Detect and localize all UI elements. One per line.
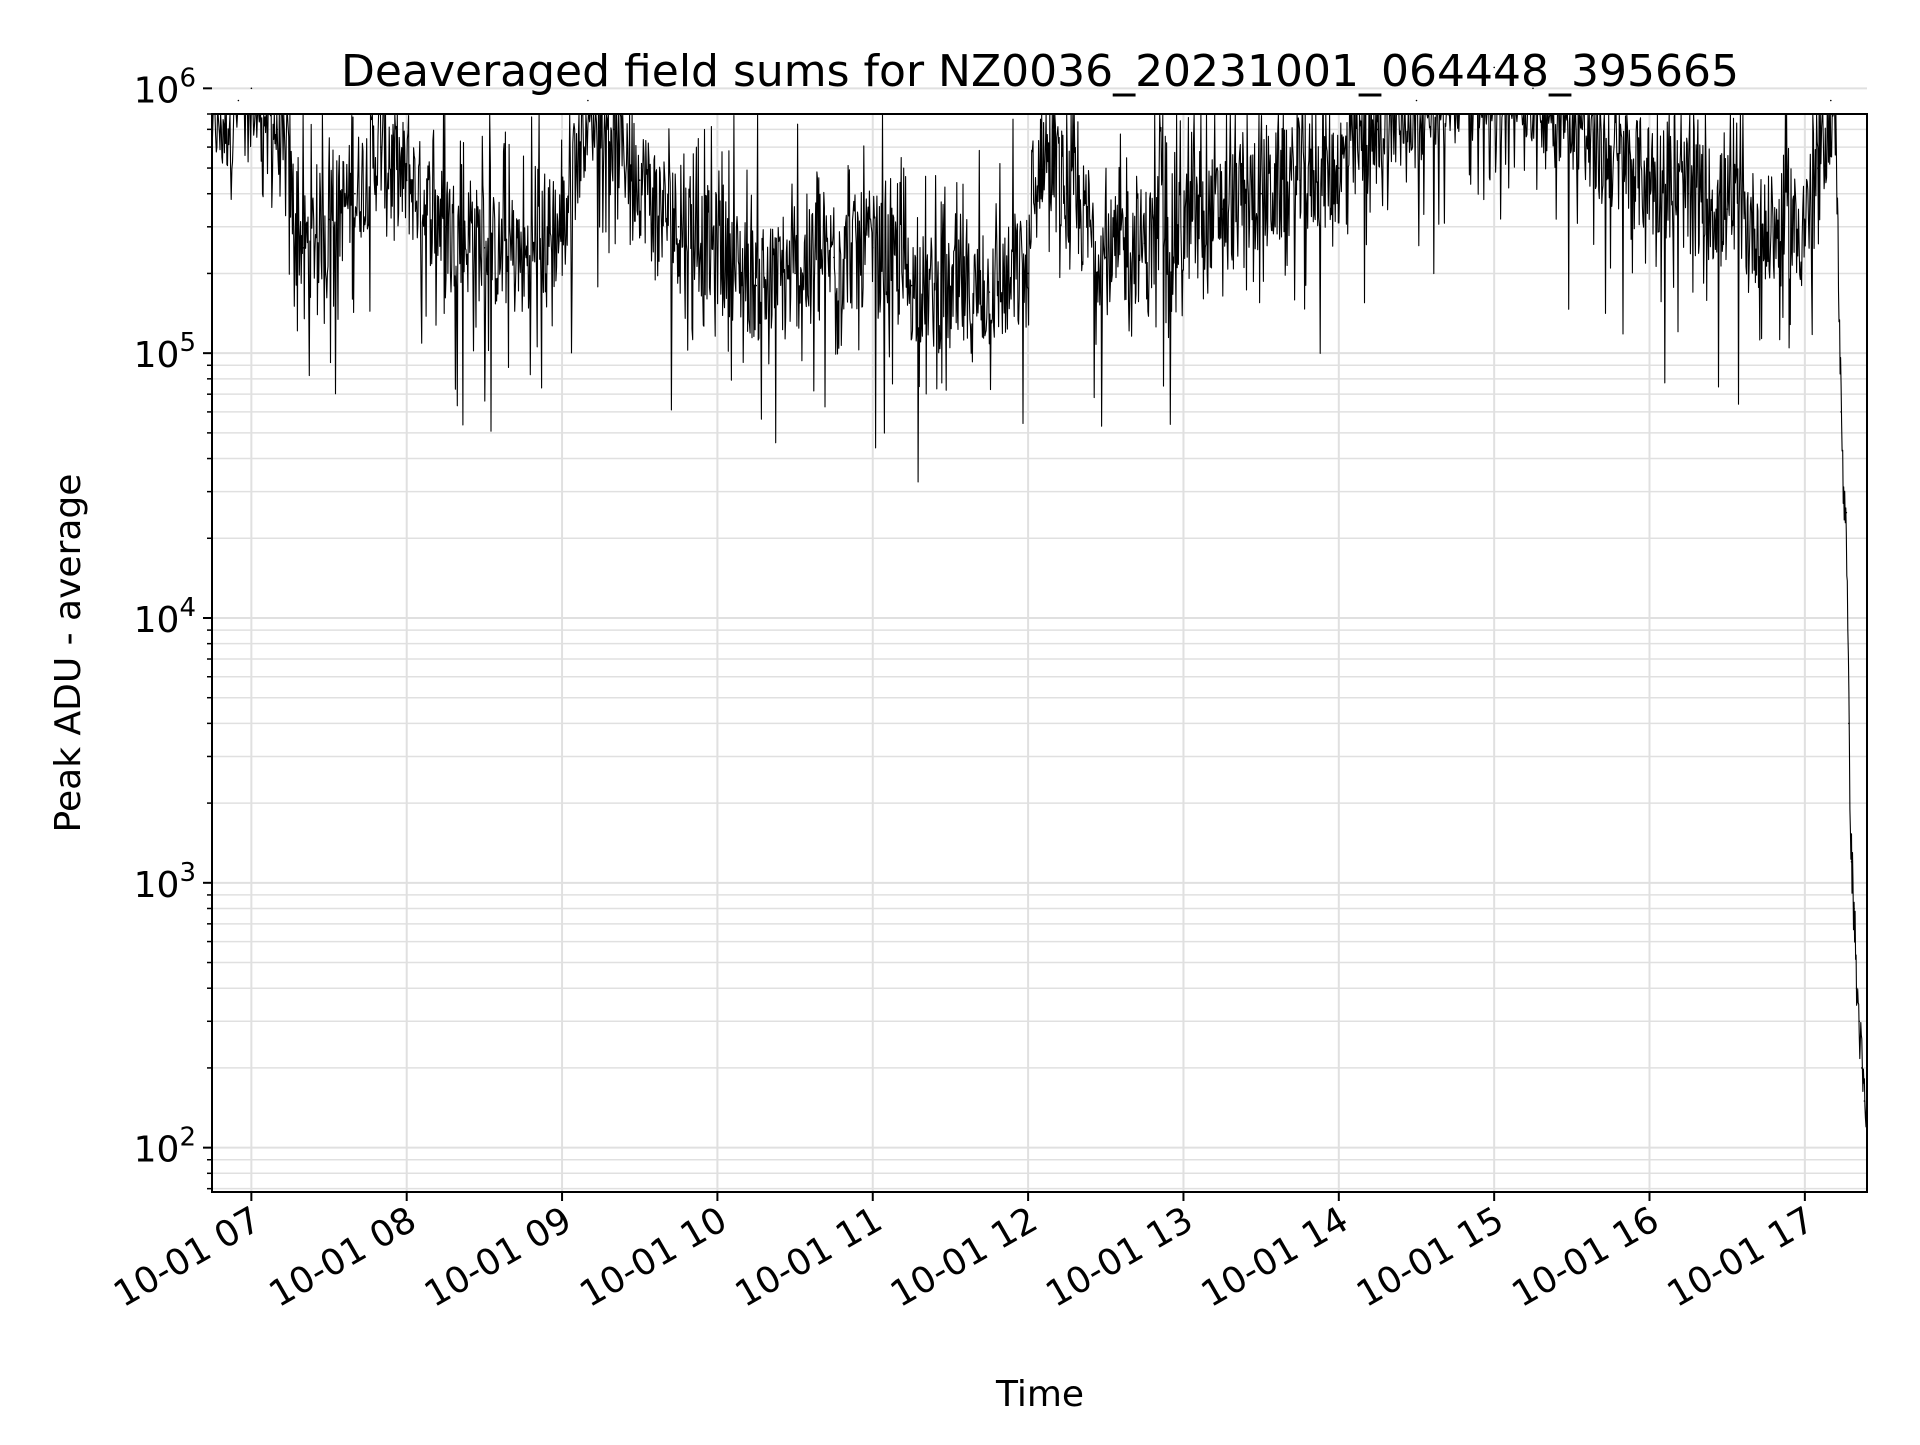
y-tick-label: 104: [134, 593, 196, 641]
data-point: [872, 247, 874, 249]
data-point: [1848, 722, 1850, 725]
y-tick-label: 102: [134, 1123, 196, 1171]
data-point: [1454, 76, 1457, 79]
data-point: [587, 99, 589, 102]
data-point: [1830, 99, 1832, 102]
data-point: [444, 226, 447, 228]
data-point: [1687, 192, 1690, 195]
data-point: [949, 298, 952, 300]
data-point: [1840, 411, 1842, 413]
data-point: [237, 99, 240, 102]
data-point: [755, 284, 757, 287]
data-point: [522, 261, 524, 264]
data-point: [1817, 167, 1819, 169]
data-point: [1221, 208, 1224, 210]
data-point: [1842, 490, 1845, 493]
chart-title: Deaveraged field sums for NZ0036_2023100…: [341, 46, 1739, 97]
data-point: [1609, 156, 1612, 158]
data-point: [561, 226, 563, 228]
data-point: [1861, 1067, 1863, 1069]
data-point: [1863, 1100, 1866, 1102]
data-point: [250, 87, 253, 90]
data-point: [794, 272, 796, 275]
data-point: [224, 120, 227, 123]
data-point: [276, 128, 279, 131]
data-point: [833, 256, 835, 259]
data-point: [1845, 511, 1848, 514]
data-point: [1040, 146, 1042, 148]
data-point: [1726, 208, 1728, 210]
x-axis-label: Time: [995, 1374, 1084, 1415]
data-point: [1376, 128, 1379, 131]
series-noise: [211, 113, 1868, 1128]
data-point: [328, 218, 330, 221]
data-point: [1260, 192, 1262, 195]
data-point: [1493, 66, 1495, 69]
data-point: [483, 247, 486, 249]
y-axis-label: Peak ADU - average: [48, 474, 89, 833]
data-point: [613, 128, 615, 131]
data-point: [354, 192, 356, 195]
data-point: [1143, 242, 1146, 245]
data-point: [677, 226, 680, 228]
data-point: [1027, 272, 1029, 275]
data-point: [1338, 167, 1340, 169]
y-tick-label: 105: [134, 328, 196, 376]
data-point: [302, 247, 304, 249]
y-tick-label: 103: [134, 858, 196, 906]
data-point: [716, 247, 719, 249]
data-point: [1858, 1020, 1860, 1023]
data-point: [1182, 226, 1185, 228]
grid: [212, 87, 1867, 1192]
data-point: [1804, 226, 1806, 228]
data-point: [405, 179, 408, 181]
data-point: [1105, 256, 1107, 259]
data-point: [1850, 861, 1853, 863]
data-point: [1835, 128, 1837, 131]
plot-frame: [211, 113, 1868, 1193]
data-point: [1648, 179, 1651, 181]
data-point: [988, 291, 991, 293]
data-point: [1532, 87, 1534, 90]
data-point: [1299, 179, 1301, 181]
data-point: [1415, 99, 1418, 102]
data-point: [638, 179, 641, 181]
data-point: [910, 284, 913, 287]
series-trace: [211, 113, 1868, 1128]
data-point: [1853, 907, 1855, 910]
data-point: [1066, 192, 1068, 195]
data-point: [380, 146, 382, 148]
data-point: [1855, 987, 1858, 989]
data-point: [1765, 233, 1767, 236]
y-tick-label: 106: [134, 63, 196, 111]
